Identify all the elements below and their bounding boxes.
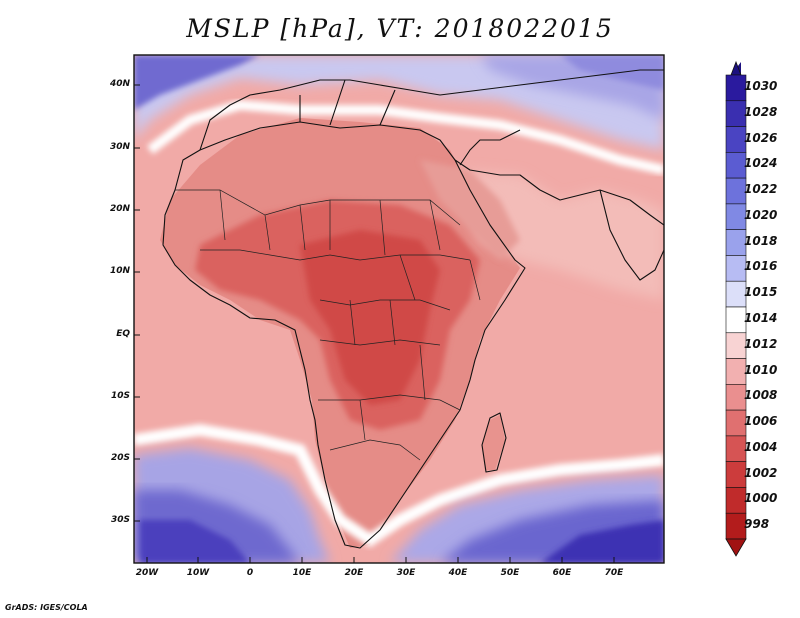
- colorbar-segment: [725, 332, 747, 359]
- lat-label-10s: 10S: [110, 391, 130, 401]
- colorbar-segment: [725, 435, 747, 462]
- lat-label-30s: 30S: [110, 515, 130, 525]
- colorbar-segment: [725, 177, 747, 205]
- colorbar-label: 998: [744, 517, 770, 532]
- colorbar-label: 1006: [744, 414, 778, 429]
- lon-label-60e: 60E: [552, 568, 572, 578]
- lat-label-30n: 30N: [109, 142, 130, 152]
- colorbar-segment: [725, 100, 747, 127]
- colorbar-segment: [725, 461, 747, 488]
- colorbar-label: 1030: [744, 79, 778, 93]
- colorbar-segment: [725, 306, 747, 334]
- colorbar-label: 1004: [744, 439, 778, 454]
- colorbar-label: 1024: [744, 156, 778, 171]
- lat-label-40n: 40N: [109, 79, 130, 89]
- lon-label-40e: 40E: [448, 568, 468, 578]
- colorbar-segment: [725, 280, 747, 308]
- plot-frame: [133, 54, 665, 564]
- colorbar-segment: [725, 152, 747, 179]
- lat-label-20s: 20S: [110, 453, 130, 463]
- axis-ticks: [134, 84, 615, 563]
- colorbar-segment: [725, 74, 747, 102]
- colorbar-label: 1028: [744, 104, 778, 119]
- colorbar-label: 1026: [744, 130, 778, 145]
- colorbar-segment: [725, 203, 747, 230]
- map-title: MSLP [hPa], VT: 2018022015: [186, 14, 614, 43]
- colorbar-label: 1020: [744, 207, 778, 222]
- colorbar-segment: [725, 384, 747, 411]
- lon-label-30e: 30E: [396, 568, 416, 578]
- colorbar-segment: [725, 126, 747, 153]
- colorbar-segment: [725, 255, 747, 282]
- colorbar-label: 1012: [744, 336, 778, 351]
- colorbar-label: 1010: [744, 362, 778, 377]
- colorbar-segment: [725, 512, 747, 540]
- colorbar-label: 1018: [744, 233, 778, 248]
- colorbar: [725, 60, 747, 557]
- pressure-field: [134, 55, 664, 563]
- lon-label-20e: 20E: [344, 568, 364, 578]
- colorbar-segment: [725, 229, 747, 256]
- colorbar-bottom-arrow: [725, 538, 747, 557]
- lon-label-50e: 50E: [500, 568, 520, 578]
- country-borders: [175, 189, 481, 461]
- lat-label-eq: EQ: [116, 329, 130, 339]
- colorbar-label: 1022: [744, 182, 778, 197]
- colorbar-label: 1008: [744, 388, 778, 403]
- colorbar-label: 1015: [744, 285, 778, 300]
- lat-label-10n: 10N: [109, 266, 130, 276]
- colorbar-label: 1014: [744, 311, 778, 325]
- grads-credit: GrADS: IGES/COLA: [5, 603, 88, 612]
- colorbar-label: 1000: [744, 491, 778, 506]
- colorbar-segment: [725, 487, 747, 514]
- lon-label-10e: 10E: [292, 568, 312, 578]
- colorbar-label: 1002: [744, 465, 778, 480]
- lon-label-10w: 10W: [186, 568, 210, 578]
- coastlines: [162, 69, 664, 549]
- lat-label-20n: 20N: [109, 204, 130, 214]
- colorbar-label: 1016: [744, 259, 778, 274]
- lon-label-70e: 70E: [604, 568, 624, 578]
- colorbar-segment: [725, 358, 747, 385]
- colorbar-segment: [725, 409, 747, 437]
- lon-label-0: 0: [246, 568, 254, 578]
- lon-label-20w: 20W: [135, 568, 159, 578]
